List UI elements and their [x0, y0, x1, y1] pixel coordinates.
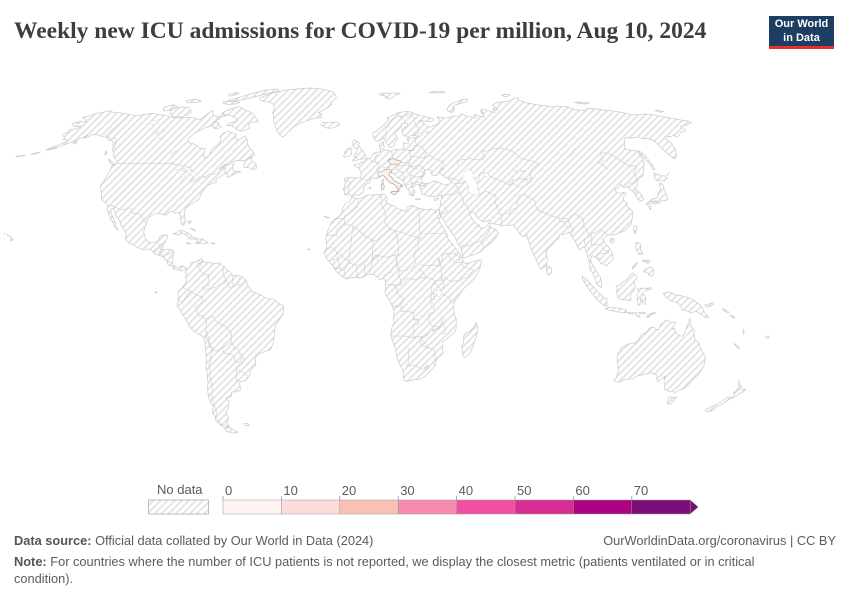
legend-arrow	[689, 499, 699, 515]
legend-tick-label: 50	[517, 483, 531, 498]
legend-bin-10-20[interactable]	[281, 499, 341, 515]
country-borders	[105, 113, 638, 427]
legend-tick-label: 0	[225, 483, 232, 498]
legend-tick-label: 30	[400, 483, 414, 498]
legend-no-data-label: No data	[157, 482, 203, 497]
legend-tick-label: 70	[634, 483, 648, 498]
data-source-label: Data source:	[14, 533, 92, 548]
owid-logo[interactable]: Our World in Data	[769, 16, 834, 49]
landmass-no-data	[3, 87, 770, 434]
legend-bin-40-50[interactable]	[456, 499, 516, 515]
chart-title: Weekly new ICU admissions for COVID-19 p…	[14, 18, 707, 44]
legend-tick-label: 40	[459, 483, 473, 498]
note-text: For countries where the number of ICU pa…	[14, 554, 755, 586]
legend-bin-70+[interactable]	[631, 499, 691, 515]
lakes	[149, 120, 575, 334]
map-legend: No data 0 10 20 30 40 50 60 70	[148, 482, 699, 515]
legend-bin-0-10[interactable]	[222, 499, 282, 515]
data-source-text: Official data collated by Our World in D…	[91, 533, 374, 548]
legend-no-data-swatch[interactable]	[148, 499, 209, 515]
country-italy[interactable]	[377, 168, 404, 196]
legend-bin-60-70[interactable]	[573, 499, 633, 515]
country-czechia[interactable]	[387, 158, 402, 166]
legend-bin-30-40[interactable]	[397, 499, 457, 515]
note-label: Note:	[14, 554, 47, 569]
data-source-line: Data source: Official data collated by O…	[14, 533, 373, 548]
legend-tick-label: 60	[575, 483, 589, 498]
chart-footer: Data source: Official data collated by O…	[14, 533, 836, 587]
owid-logo-line2: in Data	[783, 32, 820, 44]
legend-color-bins: 0 10 20 30 40 50 60 70	[222, 483, 699, 515]
legend-bin-20-30[interactable]	[339, 499, 399, 515]
note-line: Note: For countries where the number of …	[14, 554, 772, 587]
countries-with-data	[377, 158, 404, 196]
legend-tick-label: 20	[342, 483, 356, 498]
owid-logo-line1: Our World	[774, 18, 829, 30]
legend-bin-50-60[interactable]	[514, 499, 574, 515]
legend-tick-label: 10	[283, 483, 297, 498]
owid-link[interactable]: OurWorldinData.org/coronavirus | CC BY	[603, 533, 836, 548]
